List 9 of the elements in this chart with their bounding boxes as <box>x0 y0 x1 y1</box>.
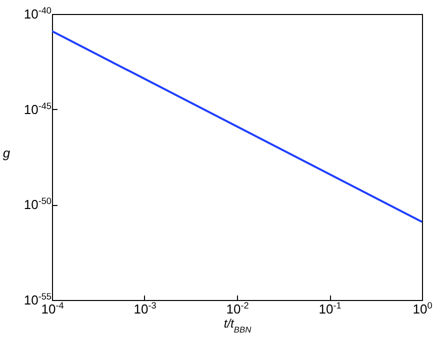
y-axis-title: g <box>2 146 11 160</box>
y-tick-label: 10$^{-45}$ <box>24 100 52 117</box>
y-tick-label: 10$^{-40}$ <box>24 6 52 22</box>
x-tick-label: 10$^{-1}$ <box>318 300 342 316</box>
x-tick-label: 10$^{-3}$ <box>134 300 156 316</box>
x-tick-label: 10$^{-2}$ <box>226 300 249 316</box>
x-axis-title: t/t$_{BBN}$ <box>224 316 252 334</box>
x-tick-label: 10$^{0}$ <box>412 300 432 316</box>
y-tick-label: 10$^{-50}$ <box>24 196 52 212</box>
